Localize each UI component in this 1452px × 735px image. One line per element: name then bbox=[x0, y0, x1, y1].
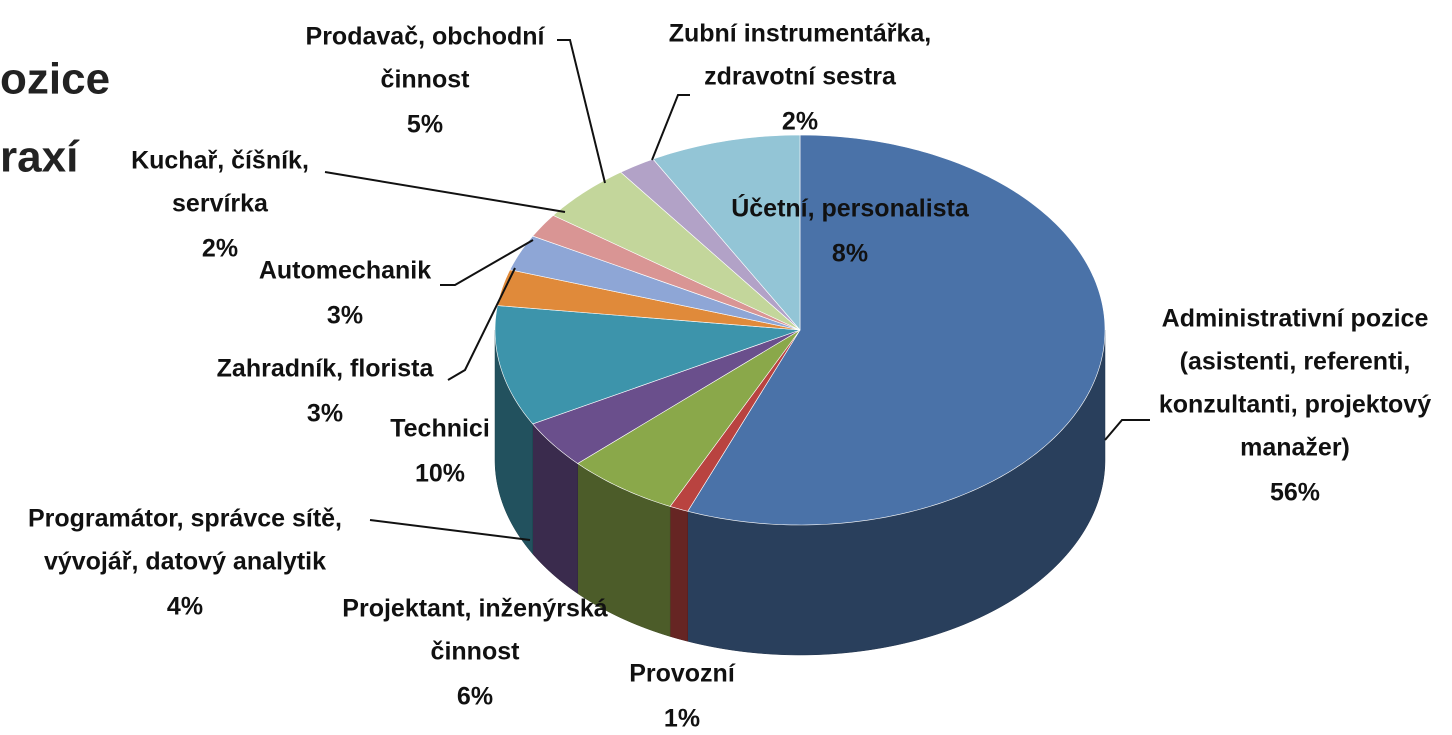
slice-side bbox=[669, 506, 688, 642]
slice-label: Programátor, správce sítě, bbox=[28, 505, 342, 533]
slice-label: Zubní instrumentářka, bbox=[669, 20, 932, 48]
leader-line bbox=[440, 239, 534, 286]
value-label: 5% bbox=[407, 111, 443, 139]
leader-line bbox=[1104, 419, 1150, 441]
value-label: 4% bbox=[167, 593, 203, 621]
value-label: 2% bbox=[782, 108, 818, 136]
value-label: 2% bbox=[202, 235, 238, 263]
leader-line bbox=[447, 267, 516, 381]
value-label: 56% bbox=[1270, 479, 1320, 507]
title-fragment: raxí bbox=[0, 133, 80, 182]
slice-label: konzultanti, projektový bbox=[1159, 391, 1431, 419]
slice bbox=[552, 171, 801, 331]
slice-label: Kuchař, číšník, bbox=[131, 147, 309, 175]
slice-label: Provozní bbox=[629, 660, 736, 688]
value-label: 3% bbox=[307, 400, 343, 428]
leader-line bbox=[557, 39, 606, 184]
slice bbox=[532, 329, 801, 464]
value-label: 1% bbox=[664, 705, 700, 730]
slice-label: činnost bbox=[381, 66, 471, 94]
slice-label: Projektant, inženýrská bbox=[342, 595, 607, 623]
slice-label: (asistenti, referenti, bbox=[1180, 348, 1411, 376]
slice-label: servírka bbox=[172, 190, 269, 218]
slice bbox=[532, 215, 801, 331]
slice bbox=[577, 329, 801, 507]
slice bbox=[652, 134, 801, 331]
value-label: 3% bbox=[327, 302, 363, 330]
value-label: 6% bbox=[457, 683, 493, 711]
leader-line bbox=[651, 94, 690, 161]
slice-label: manažer) bbox=[1240, 434, 1350, 462]
leader-line bbox=[324, 171, 566, 213]
slice-label: činnost bbox=[431, 638, 521, 666]
slice-label: Zahradník, florista bbox=[217, 355, 435, 383]
leader-line bbox=[369, 519, 531, 541]
slice-label: Administrativní pozice bbox=[1162, 305, 1429, 333]
slice-tops bbox=[494, 134, 1106, 526]
slice bbox=[620, 158, 801, 331]
slice-label: zdravotní sestra bbox=[704, 63, 897, 91]
value-label: 8% bbox=[832, 240, 868, 268]
slice-label: Automechanik bbox=[259, 257, 431, 285]
slice-label: Prodavač, obchodní bbox=[306, 23, 546, 51]
title-fragment: ozice bbox=[0, 55, 110, 104]
slice-sides bbox=[494, 329, 1106, 656]
slice-label: Účetní, personalista bbox=[731, 193, 970, 223]
slice bbox=[494, 305, 801, 425]
slice bbox=[509, 235, 801, 331]
slice-label: vývojář, datový analytik bbox=[44, 548, 326, 576]
slice-label: Technici bbox=[390, 415, 490, 443]
value-label: 10% bbox=[415, 460, 465, 488]
slice bbox=[687, 134, 1106, 526]
